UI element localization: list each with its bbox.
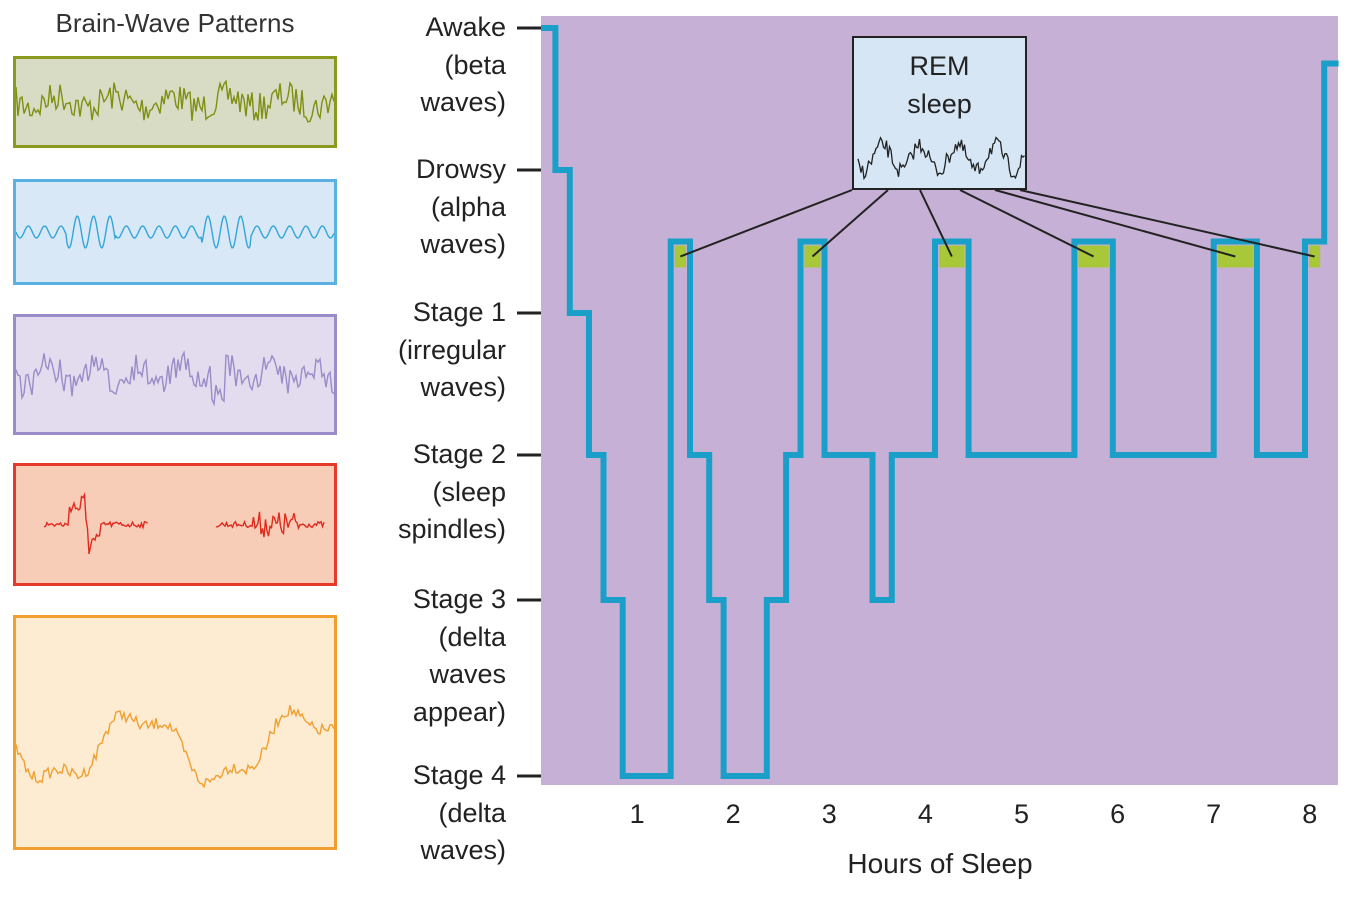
rem-connector-line xyxy=(994,189,1236,258)
x-tick-label: 8 xyxy=(1302,799,1318,829)
x-axis-label: Hours of Sleep xyxy=(847,848,1033,879)
stage-label: Awake (beta waves) xyxy=(420,9,506,122)
wave-line xyxy=(16,214,334,250)
x-tick-label: 7 xyxy=(1206,799,1222,829)
stage-label-line: waves) xyxy=(420,372,506,402)
rem-connector-line xyxy=(679,189,853,258)
wave-segment xyxy=(43,492,148,555)
rem-label-line: sleep xyxy=(907,88,972,119)
stage-label: Stage 3 (delta waves appear) xyxy=(413,581,506,731)
wave-trace-spindles xyxy=(43,492,325,555)
stage-label-line: (delta xyxy=(438,797,506,828)
rem-sleep-box: REM sleep xyxy=(852,36,1027,190)
stage-label: Stage 1 (irregular waves) xyxy=(398,294,506,407)
wave-box-beta xyxy=(13,56,337,148)
stage-label-line: waves) xyxy=(420,229,506,259)
stage-label: Stage 4 (delta waves) xyxy=(413,757,506,870)
stage-label-line: (irregular xyxy=(397,334,506,365)
stage-label-line: Drowsy xyxy=(415,154,506,184)
stage-label-line: (delta xyxy=(438,621,506,652)
stage-label-line: Stage 1 xyxy=(412,297,506,327)
stage-label-line: Stage 2 xyxy=(412,439,506,469)
rem-connector-line xyxy=(811,189,889,258)
wave-trace-delta xyxy=(16,705,334,789)
wave-line xyxy=(16,349,334,407)
wave-trace-beta xyxy=(16,79,334,123)
sleep-stage-trace xyxy=(541,25,1339,779)
rem-wave-trace xyxy=(857,136,1025,181)
stage-label-line: (sleep xyxy=(432,476,506,507)
x-tick-label: 3 xyxy=(821,799,837,829)
wave-trace-irregular xyxy=(16,349,334,407)
stage-label-line: Stage 3 xyxy=(412,584,506,614)
stage-label: Stage 2 (sleep spindles) xyxy=(398,436,506,549)
stage-label-line: waves) xyxy=(420,87,506,117)
stage-label-line: (alpha xyxy=(430,191,506,222)
x-tick-label: 6 xyxy=(1110,799,1126,829)
rem-connector-line xyxy=(1019,189,1315,258)
rem-connector-line xyxy=(959,189,1095,258)
wave-line xyxy=(16,79,334,123)
stage-label-line: waves xyxy=(429,659,506,689)
x-tick-label: 2 xyxy=(725,799,741,829)
rem-wave-line xyxy=(857,136,1025,181)
wave-box-irregular xyxy=(13,314,337,435)
wave-line xyxy=(16,705,334,789)
wave-box-delta xyxy=(13,615,337,850)
stage-label-line: waves) xyxy=(420,835,506,865)
stage-label-line: spindles) xyxy=(397,514,506,544)
rem-label-line: REM xyxy=(909,51,970,81)
x-tick-label: 1 xyxy=(629,799,645,829)
wave-box-spindles xyxy=(13,463,337,586)
wave-trace-alpha xyxy=(16,214,334,250)
x-tick-label: 5 xyxy=(1013,799,1030,829)
wave-box-alpha xyxy=(13,179,337,285)
rem-sleep-label: REM sleep xyxy=(854,48,1025,123)
stage-label-line: Stage 4 xyxy=(412,760,506,790)
stage-label-line: (beta xyxy=(444,49,506,80)
x-tick-label: 4 xyxy=(917,799,933,829)
stage-label-line: appear) xyxy=(412,696,506,727)
rem-connector-line xyxy=(919,189,953,257)
wave-segment xyxy=(215,511,325,538)
stage-label: Drowsy (alpha waves) xyxy=(416,151,506,264)
panel-title: Brain-Wave Patterns xyxy=(55,8,295,38)
stage-label-line: Awake xyxy=(425,12,506,42)
